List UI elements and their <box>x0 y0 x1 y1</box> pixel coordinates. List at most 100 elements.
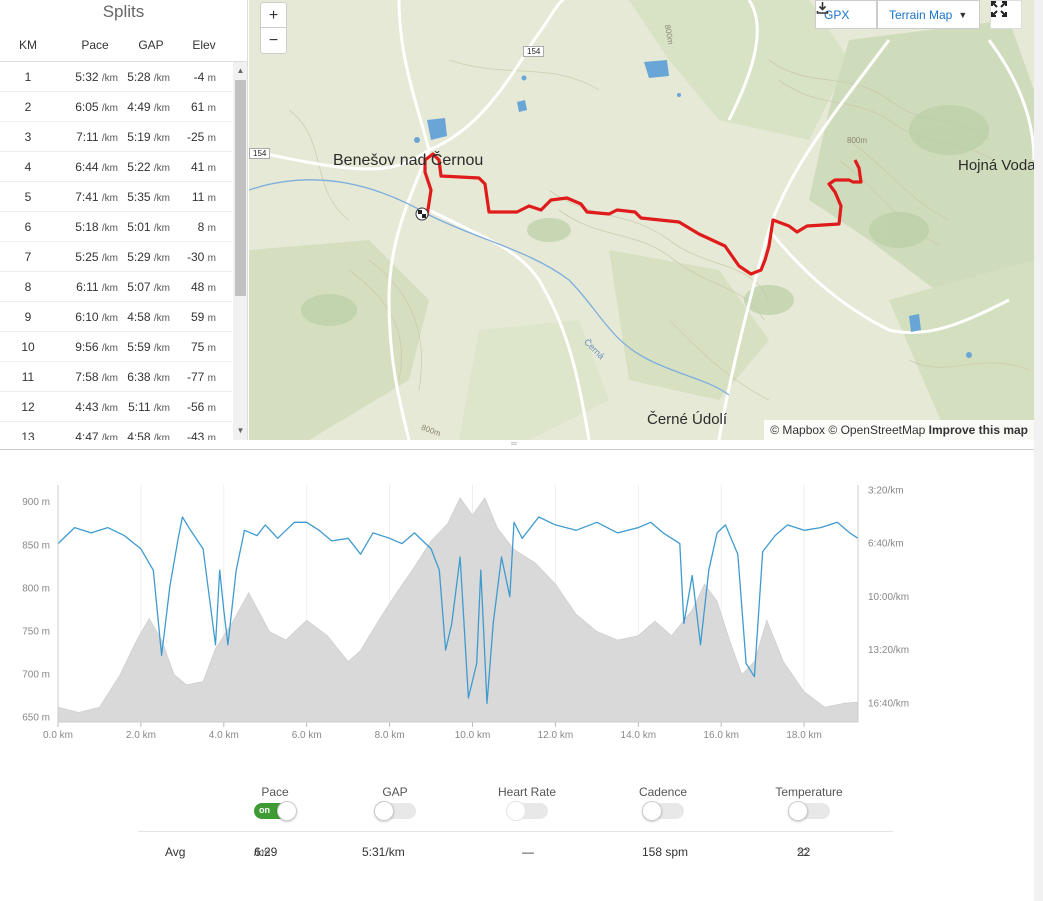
scroll-down-icon[interactable]: ▼ <box>236 426 245 435</box>
toggle-switch[interactable] <box>788 801 830 821</box>
elevation-pace-chart[interactable]: 0.0 km 2.0 km 4.0 km 6.0 km 8.0 km 10.0 km 12.… <box>0 460 1034 750</box>
elevation-area-path <box>57 497 859 723</box>
split-elev: 48 m <box>190 279 216 294</box>
split-km: 10 <box>21 339 35 354</box>
y-left-tick-label: 650 m <box>22 713 50 724</box>
split-elev: -77 m <box>186 369 216 384</box>
grip-icon[interactable]: ═ <box>511 439 517 448</box>
split-pace: 5:25 /km <box>75 249 118 264</box>
split-row[interactable]: 4 6:44 /km 5:22 /km 41 m <box>0 152 232 182</box>
split-pace: 7:41 /km <box>75 189 118 204</box>
toggle-label: GAP <box>382 785 408 799</box>
y-left-tick-label: 700 m <box>22 670 50 681</box>
split-elev: 8 m <box>197 219 216 234</box>
toggle-label: Heart Rate <box>497 785 557 799</box>
split-pace: 6:10 /km <box>75 309 118 324</box>
split-row[interactable]: 8 6:11 /km 5:07 /km 48 m <box>0 272 232 302</box>
y-left-tick-label: 850 m <box>22 540 50 551</box>
toggle-heart-rate: Heart Rate <box>472 785 582 821</box>
improve-map-link[interactable]: Improve this map <box>928 423 1028 437</box>
y-right-tick-label: 16:40/km <box>868 698 909 709</box>
split-gap: 5:59 /km <box>127 339 170 354</box>
pace-line <box>57 516 859 705</box>
split-row[interactable]: 3 7:11 /km 5:19 /km -25 m <box>0 122 232 152</box>
avg-cadence: 158 spm <box>642 845 689 859</box>
split-km: 4 <box>24 159 32 174</box>
x-tick-label: 12.0 km <box>538 730 574 741</box>
splits-scrollbar[interactable]: ▲ ▼ <box>233 62 247 440</box>
split-elev: 61 m <box>190 99 216 114</box>
page-scrollbar[interactable] <box>1034 0 1043 901</box>
splits-title: Splits <box>102 2 145 21</box>
terrain-label: Terrain Map <box>889 7 953 22</box>
header-pace: Pace <box>81 37 109 52</box>
split-row[interactable]: 11 7:58 /km 6:38 /km -77 m <box>0 362 232 392</box>
split-gap: 4:58 /km <box>127 309 170 324</box>
avg-temperature: 22 °C <box>797 845 811 859</box>
x-tick-label: 2.0 km <box>126 730 156 741</box>
split-km: 12 <box>21 399 35 414</box>
y-right-tick-label: 13:20/km <box>868 645 909 656</box>
y-left-tick-label: 750 m <box>22 627 50 638</box>
split-gap: 5:01 /km <box>127 219 170 234</box>
toggle-switch[interactable] <box>374 801 416 821</box>
contour-label: 800m <box>847 136 868 145</box>
scroll-thumb[interactable] <box>235 80 246 296</box>
split-km: 3 <box>24 129 32 144</box>
toggle-cadence[interactable]: Cadence <box>608 785 718 821</box>
avg-label: Avg <box>165 845 186 859</box>
x-tick-label: 6.0 km <box>292 730 322 741</box>
toggle-gap[interactable]: GAP <box>340 785 450 821</box>
toggle-pace[interactable]: Pace on <box>220 785 330 821</box>
split-pace: 6:05 /km <box>75 99 118 114</box>
y-right-tick-label: 6:40/km <box>868 539 904 550</box>
split-row[interactable]: 2 6:05 /km 4:49 /km 61 m <box>0 92 232 122</box>
toggle-switch[interactable] <box>642 801 684 821</box>
split-row[interactable]: 9 6:10 /km 4:58 /km 59 m <box>0 302 232 332</box>
split-pace: 6:11 /km <box>76 279 118 294</box>
route-map[interactable]: + − GPX Terrain Map ▼ Benešov nad Černou… <box>249 0 1034 440</box>
zoom-in-button[interactable]: + <box>261 3 286 28</box>
toggle-knob <box>277 801 297 821</box>
gpx-download-button[interactable]: GPX <box>815 0 877 29</box>
split-row[interactable]: 1 5:32 /km 5:28 /km -4 m <box>0 62 232 92</box>
splits-rows[interactable]: 1 5:32 /km 5:28 /km -4 m 2 6:05 /km 4:49 /km 61… <box>0 62 232 440</box>
fullscreen-button[interactable] <box>990 0 1022 29</box>
split-elev: -43 m <box>186 429 216 441</box>
download-icon <box>816 2 829 14</box>
zoom-out-button[interactable]: − <box>268 32 279 49</box>
elevation-area <box>57 497 859 723</box>
road-number: 154 <box>249 148 271 159</box>
map-canvas <box>249 0 1034 440</box>
resize-divider[interactable]: ═ <box>0 440 1034 450</box>
y-left-tick-label: 800 m <box>22 583 50 594</box>
mapbox-link[interactable]: © Mapbox <box>770 423 826 437</box>
terrain-map-dropdown[interactable]: Terrain Map ▼ <box>877 0 980 29</box>
y-right-tick-label: 3:20/km <box>868 485 904 496</box>
split-row[interactable]: 7 5:25 /km 5:29 /km -30 m <box>0 242 232 272</box>
toggle-label: Temperature <box>775 785 843 799</box>
split-elev: 11 m <box>191 189 216 204</box>
header-km: KM <box>19 37 37 52</box>
toggle-temperature[interactable]: Temperature <box>754 785 864 821</box>
toggle-separator <box>138 831 893 832</box>
split-row[interactable]: 10 9:56 /km 5:59 /km 75 m <box>0 332 232 362</box>
split-elev: -25 m <box>186 129 216 144</box>
town-label-benesov: Benešov nad Černou <box>333 152 484 169</box>
toggle-switch[interactable]: on <box>254 801 297 821</box>
split-km: 1 <box>24 69 32 84</box>
split-pace: 9:56 /km <box>75 339 118 354</box>
osm-link[interactable]: © OpenStreetMap <box>828 423 926 437</box>
split-km: 9 <box>24 309 32 324</box>
chart-axes: 0.0 km 2.0 km 4.0 km 6.0 km 8.0 km 10.0 km 12.… <box>22 485 909 741</box>
split-gap: 5:29 /km <box>127 249 170 264</box>
split-pace: 5:18 /km <box>75 219 118 234</box>
scroll-up-icon[interactable]: ▲ <box>236 66 245 75</box>
split-row[interactable]: 5 7:41 /km 5:35 /km 11 m <box>0 182 232 212</box>
split-km: 13 <box>21 429 35 441</box>
zoom-control: + − <box>260 2 287 54</box>
split-row[interactable]: 6 5:18 /km 5:01 /km 8 m <box>0 212 232 242</box>
x-tick-label: 14.0 km <box>621 730 657 741</box>
split-row[interactable]: 12 4:43 /km 5:11 /km -56 m <box>0 392 232 422</box>
split-row[interactable]: 13 4:47 /km 4:58 /km -43 m <box>0 422 232 441</box>
